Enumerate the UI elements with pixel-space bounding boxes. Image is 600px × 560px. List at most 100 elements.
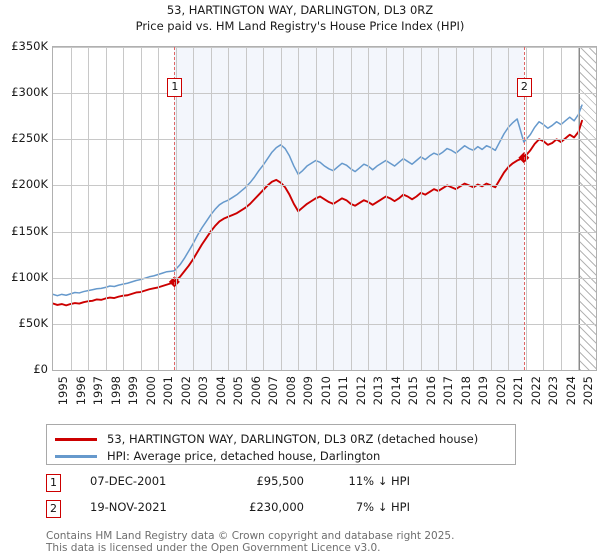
x-axis-tick-label: 2004 bbox=[213, 376, 228, 406]
x-axis-tick-label: 2014 bbox=[388, 376, 403, 406]
gridline-vertical bbox=[473, 47, 475, 370]
legend-label-price-paid: 53, HARTINGTON WAY, DARLINGTON, DL3 0RZ … bbox=[107, 432, 479, 446]
gridline-vertical bbox=[123, 47, 125, 370]
gridline-vertical bbox=[455, 47, 457, 370]
gridline-horizontal bbox=[53, 277, 596, 279]
legend-item-hpi: HPI: Average price, detached house, Darl… bbox=[55, 447, 380, 465]
transaction-price-1: £95,500 bbox=[256, 474, 304, 488]
gridline-vertical bbox=[560, 47, 562, 370]
x-axis: 1995 1996 1997 1998 1999 2000 2001 2002 2003 2004… bbox=[0, 376, 600, 420]
y-axis-tick-label: £50K bbox=[18, 315, 49, 330]
transaction-date-1: 07-DEC-2001 bbox=[90, 474, 167, 488]
x-axis-tick-label: 2024 bbox=[563, 376, 578, 406]
x-axis-tick-label: 2013 bbox=[371, 376, 386, 406]
transaction-marker-line bbox=[174, 47, 176, 370]
y-axis-tick-label: £150K bbox=[11, 223, 48, 238]
x-axis-tick-label: 2008 bbox=[283, 376, 298, 406]
gridline-horizontal bbox=[53, 231, 596, 233]
x-axis-tick-label: 2009 bbox=[301, 376, 316, 406]
gridline-horizontal bbox=[53, 139, 596, 141]
transaction-hpi-delta-2: 7% ↓ HPI bbox=[355, 500, 410, 514]
gridline-vertical bbox=[525, 47, 527, 370]
title-line-subtitle: Price paid vs. HM Land Registry's House … bbox=[135, 19, 465, 33]
x-axis-tick-label: 2001 bbox=[161, 376, 176, 406]
gridline-vertical bbox=[543, 47, 545, 370]
gridline-vertical bbox=[596, 47, 597, 370]
x-axis-tick-label: 2005 bbox=[231, 376, 246, 406]
y-axis-tick-label: £350K bbox=[11, 39, 48, 53]
x-axis-tick-label: 2012 bbox=[353, 376, 368, 406]
gridline-vertical bbox=[490, 47, 492, 370]
gridline-vertical bbox=[420, 47, 422, 370]
gridline-vertical bbox=[438, 47, 440, 370]
provisional-data-hatch bbox=[579, 47, 596, 370]
x-axis-tick-label: 2019 bbox=[476, 376, 491, 406]
x-axis-tick-label: 2015 bbox=[406, 376, 421, 406]
page-title: 53, HARTINGTON WAY, DARLINGTON, DL3 0RZ … bbox=[0, 2, 600, 34]
x-axis-tick-label: 2002 bbox=[178, 376, 193, 406]
x-axis-tick-label: 2011 bbox=[336, 376, 351, 406]
x-axis-tick-label: 2021 bbox=[511, 376, 526, 406]
gridline-vertical bbox=[88, 47, 90, 370]
x-axis-tick-label: 1997 bbox=[91, 376, 106, 406]
gridline-horizontal bbox=[53, 185, 596, 187]
transaction-badge-2: 2 bbox=[46, 500, 61, 518]
gridline-horizontal bbox=[53, 323, 596, 325]
x-axis-tick-label: 1995 bbox=[56, 376, 70, 406]
transaction-badge-1: 1 bbox=[46, 474, 61, 492]
y-axis-tick-label: £100K bbox=[11, 269, 48, 284]
y-axis-tick-label: £0 bbox=[33, 362, 48, 376]
gridline-vertical bbox=[368, 47, 370, 370]
x-axis-tick-label: 2020 bbox=[493, 376, 508, 406]
ownership-period-band bbox=[174, 47, 524, 370]
legend-swatch-price-paid bbox=[55, 437, 97, 441]
price-series-svg bbox=[53, 104, 583, 307]
gridline-vertical bbox=[70, 47, 72, 370]
gridline-horizontal bbox=[53, 47, 596, 48]
table-row[interactable]: 1 07-DEC-2001 £95,500 11% ↓ HPI bbox=[46, 472, 526, 498]
transaction-list: 1 07-DEC-2001 £95,500 11% ↓ HPI 2 19-NOV… bbox=[46, 472, 526, 524]
gridline-vertical bbox=[140, 47, 142, 370]
transaction-marker-line bbox=[523, 47, 525, 370]
legend-label-hpi: HPI: Average price, detached house, Darl… bbox=[107, 449, 381, 463]
legend-item-price-paid: 53, HARTINGTON WAY, DARLINGTON, DL3 0RZ … bbox=[55, 430, 478, 448]
gridline-vertical bbox=[228, 47, 230, 370]
series-line bbox=[53, 104, 583, 297]
transaction-hpi-delta-1: 11% ↓ HPI bbox=[348, 474, 410, 488]
x-axis-tick-label: 2023 bbox=[546, 376, 561, 406]
y-axis: £0 £50K £100K £150K £200K £250K £300K £350K bbox=[0, 0, 48, 560]
y-axis-tick-label: £200K bbox=[11, 177, 48, 192]
title-line-address: 53, HARTINGTON WAY, DARLINGTON, DL3 0RZ bbox=[166, 3, 434, 17]
x-axis-tick-label: 2003 bbox=[196, 376, 211, 406]
x-axis-tick-label: 2018 bbox=[458, 376, 473, 406]
gridline-vertical bbox=[298, 47, 300, 370]
gridline-vertical bbox=[193, 47, 195, 370]
gridline-vertical bbox=[280, 47, 282, 370]
gridline-vertical bbox=[210, 47, 212, 370]
gridline-vertical bbox=[175, 47, 177, 370]
footer-line-copyright: Contains HM Land Registry data © Crown c… bbox=[46, 530, 455, 542]
x-axis-tick-label: 2007 bbox=[266, 376, 281, 406]
gridline-vertical bbox=[333, 47, 335, 370]
y-axis-tick-label: £250K bbox=[11, 131, 48, 146]
gridline-vertical bbox=[508, 47, 510, 370]
x-axis-tick-label: 2010 bbox=[318, 376, 333, 406]
x-axis-tick-label: 2016 bbox=[423, 376, 438, 406]
transaction-price-2: £230,000 bbox=[249, 500, 304, 514]
gridline-vertical bbox=[105, 47, 107, 370]
x-axis-tick-label: 1999 bbox=[126, 376, 141, 406]
y-axis-tick-label: £300K bbox=[11, 85, 48, 100]
x-axis-tick-label: 2022 bbox=[528, 376, 543, 406]
chart-event-badge-2[interactable]: 2 bbox=[516, 78, 532, 97]
gridline-vertical bbox=[263, 47, 265, 370]
x-axis-tick-label: 1996 bbox=[73, 376, 88, 406]
gridline-vertical bbox=[403, 47, 405, 370]
table-row[interactable]: 2 19-NOV-2021 £230,000 7% ↓ HPI bbox=[46, 498, 526, 524]
footer-attribution: Contains HM Land Registry data © Crown c… bbox=[46, 530, 586, 554]
gridline-vertical bbox=[158, 47, 160, 370]
gridline-vertical bbox=[315, 47, 317, 370]
x-axis-tick-label: 2000 bbox=[143, 376, 158, 406]
chart-event-badge-1[interactable]: 1 bbox=[167, 78, 183, 97]
gridline-vertical bbox=[245, 47, 247, 370]
